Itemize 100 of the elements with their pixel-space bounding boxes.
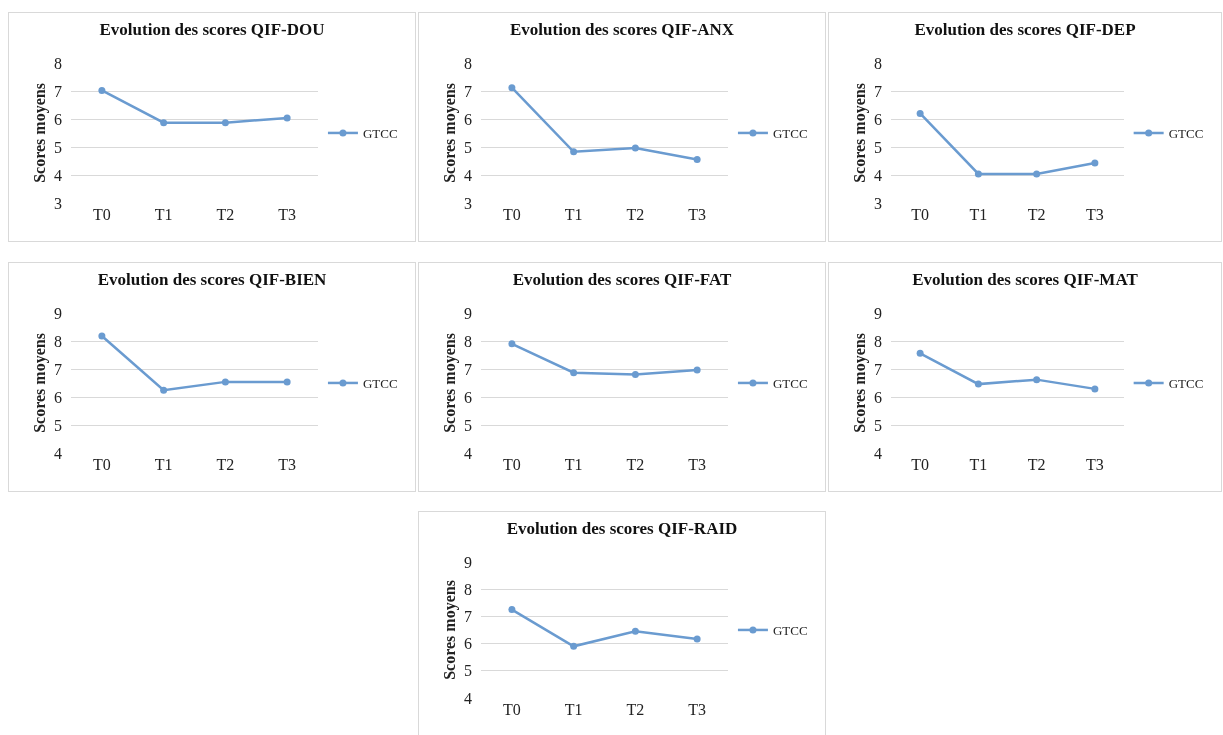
- legend-label: GTCC: [772, 623, 808, 639]
- x-tick-label: T3: [1085, 456, 1104, 473]
- y-tick-label: 4: [464, 166, 472, 184]
- x-tick-label: T3: [688, 456, 707, 473]
- y-tick-label: 5: [54, 416, 62, 434]
- y-tick-label: 4: [464, 444, 472, 462]
- y-tick-label: 3: [464, 194, 472, 212]
- y-tick-label: 7: [874, 360, 882, 378]
- y-tick-label: 7: [54, 360, 62, 378]
- y-tick-label: 8: [464, 580, 472, 598]
- point: [974, 380, 982, 388]
- point: [570, 642, 578, 650]
- point: [98, 86, 106, 94]
- x-tick-label: T3: [1085, 206, 1104, 223]
- y-tick-label: 8: [874, 332, 882, 350]
- x-tick-label: T0: [92, 456, 111, 473]
- y-tick-label: 4: [874, 444, 882, 462]
- x-tick-label: T1: [969, 456, 988, 473]
- x-tick-label: T2: [216, 456, 235, 473]
- x-tick-label: T2: [1027, 456, 1046, 473]
- y-axis-title: Scores moyens: [30, 333, 49, 433]
- y-tick-label: 6: [464, 110, 472, 128]
- y-tick-label: 7: [464, 360, 472, 378]
- chart-title: Evolution des scores QIF-FAT: [512, 269, 732, 289]
- point: [974, 170, 982, 178]
- x-tick-label: T2: [626, 206, 645, 223]
- y-tick-label: 8: [464, 332, 472, 350]
- y-tick-label: 9: [464, 553, 472, 571]
- point: [693, 366, 701, 374]
- point: [570, 148, 578, 156]
- x-tick-label: T0: [502, 456, 521, 473]
- x-tick-label: T1: [564, 456, 583, 473]
- legend-label: GTCC: [772, 376, 808, 392]
- x-tick-label: T1: [154, 456, 173, 473]
- x-tick-label: T3: [278, 206, 297, 223]
- point: [1033, 376, 1041, 384]
- y-tick-label: 5: [874, 416, 882, 434]
- x-tick-label: T0: [92, 206, 111, 223]
- y-tick-label: 4: [874, 166, 882, 184]
- point: [221, 119, 229, 127]
- chart-title: Evolution des scores QIF-RAID: [506, 518, 738, 538]
- point: [98, 332, 106, 340]
- y-tick-label: 5: [464, 662, 472, 680]
- point: [508, 84, 516, 92]
- y-tick-label: 5: [464, 416, 472, 434]
- y-tick-label: 7: [54, 82, 62, 100]
- point: [570, 369, 578, 377]
- chart-title: Evolution des scores QIF-DEP: [914, 19, 1136, 39]
- y-tick-label: 6: [874, 110, 882, 128]
- y-tick-label: 4: [464, 689, 472, 707]
- y-tick-label: 9: [54, 304, 62, 322]
- y-tick-label: 4: [54, 444, 62, 462]
- x-tick-label: T1: [154, 206, 173, 223]
- point: [508, 606, 516, 614]
- point: [160, 386, 168, 394]
- point: [283, 114, 291, 122]
- legend-label: GTCC: [772, 126, 808, 142]
- y-tick-label: 6: [54, 110, 62, 128]
- point: [631, 371, 639, 379]
- point: [631, 627, 639, 635]
- y-tick-label: 5: [464, 138, 472, 156]
- x-tick-label: T2: [626, 456, 645, 473]
- y-tick-label: 7: [464, 608, 472, 625]
- y-tick-label: 9: [464, 304, 472, 322]
- legend-label: GTCC: [1168, 376, 1204, 392]
- x-tick-label: T3: [688, 206, 707, 223]
- point: [916, 109, 924, 117]
- point: [916, 349, 924, 357]
- x-tick-label: T1: [969, 206, 988, 223]
- point: [693, 156, 701, 164]
- y-tick-label: 8: [54, 332, 62, 350]
- y-tick-label: 6: [464, 635, 472, 653]
- point: [1091, 159, 1099, 167]
- y-axis-title: Scores moyens: [850, 83, 869, 183]
- y-tick-label: 8: [874, 54, 882, 72]
- x-tick-label: T0: [911, 456, 930, 473]
- x-tick-label: T3: [278, 456, 297, 473]
- y-tick-label: 4: [54, 166, 62, 184]
- x-tick-label: T0: [502, 206, 521, 223]
- x-tick-label: T2: [626, 701, 645, 718]
- x-tick-label: T0: [502, 701, 521, 718]
- y-tick-label: 6: [54, 388, 62, 406]
- chart-title: Evolution des scores QIF-MAT: [912, 269, 1139, 289]
- point: [160, 119, 168, 127]
- chart-title: Evolution des scores QIF-DOU: [99, 19, 325, 39]
- point: [631, 144, 639, 152]
- y-tick-label: 9: [874, 304, 882, 322]
- point: [1033, 170, 1041, 178]
- chart-title: Evolution des scores QIF-ANX: [510, 19, 735, 39]
- y-tick-label: 6: [874, 388, 882, 406]
- point: [508, 340, 516, 348]
- legend-label: GTCC: [362, 126, 398, 142]
- y-tick-label: 3: [874, 194, 882, 212]
- point: [693, 635, 701, 643]
- y-axis-title: Scores moyens: [850, 333, 869, 433]
- legend-label: GTCC: [1168, 126, 1204, 142]
- x-tick-label: T3: [688, 701, 707, 718]
- y-tick-label: 3: [54, 194, 62, 212]
- x-tick-label: T2: [1027, 206, 1046, 223]
- y-axis-title: Scores moyens: [440, 83, 459, 183]
